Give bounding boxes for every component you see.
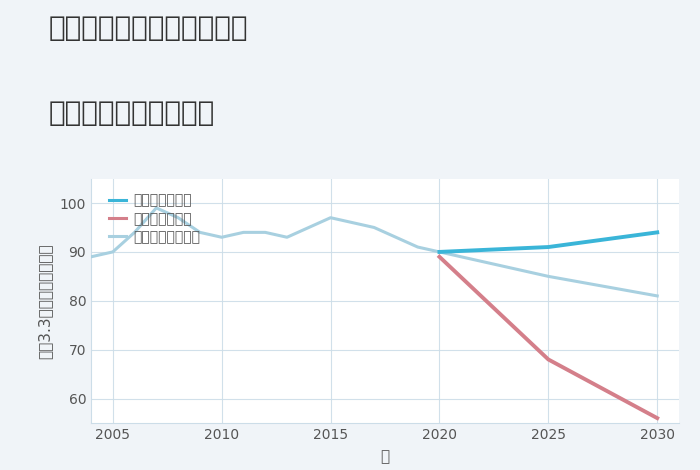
Line: バッドシナリオ: バッドシナリオ — [440, 257, 657, 418]
Y-axis label: 坪（3.3㎡）単価（万円）: 坪（3.3㎡）単価（万円） — [38, 243, 52, 359]
ノーマルシナリオ — [544, 274, 552, 279]
Text: 中古戸建ての価格推移: 中古戸建ての価格推移 — [49, 99, 216, 127]
バッドシナリオ — [653, 415, 662, 421]
ノーマルシナリオ — [653, 293, 662, 299]
グッドシナリオ — [435, 249, 444, 255]
バッドシナリオ — [544, 357, 552, 362]
Line: ノーマルシナリオ: ノーマルシナリオ — [440, 252, 657, 296]
ノーマルシナリオ — [435, 249, 444, 255]
Legend: グッドシナリオ, バッドシナリオ, ノーマルシナリオ: グッドシナリオ, バッドシナリオ, ノーマルシナリオ — [104, 188, 206, 250]
Line: グッドシナリオ: グッドシナリオ — [440, 232, 657, 252]
X-axis label: 年: 年 — [380, 449, 390, 464]
バッドシナリオ — [435, 254, 444, 259]
グッドシナリオ — [544, 244, 552, 250]
Text: 兵庫県姫路市木場前中町の: 兵庫県姫路市木場前中町の — [49, 14, 248, 42]
グッドシナリオ — [653, 229, 662, 235]
